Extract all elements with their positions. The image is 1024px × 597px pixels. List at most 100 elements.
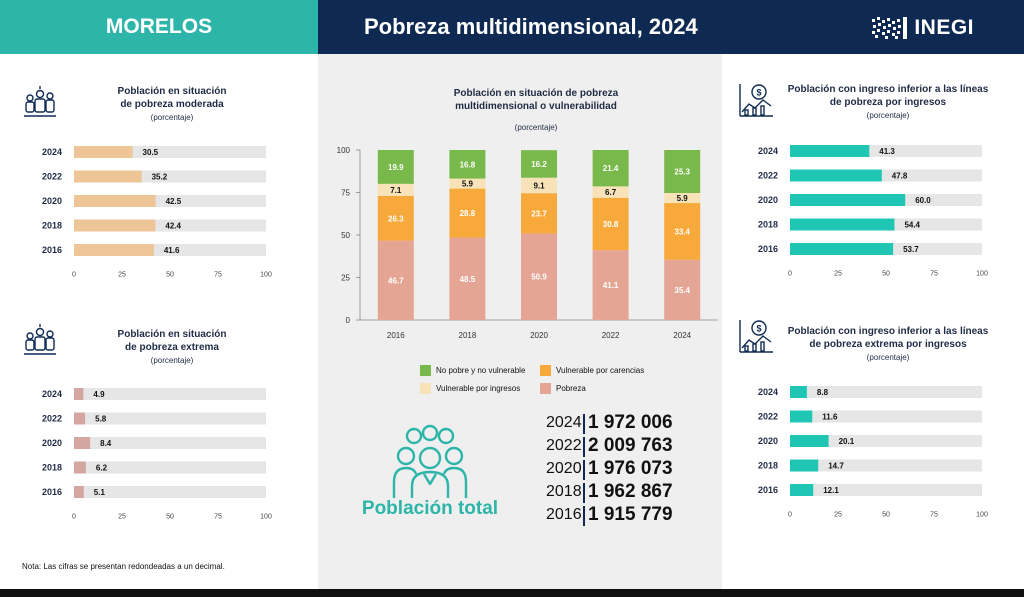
legend-item: Pobreza [540, 383, 586, 394]
bar [790, 410, 813, 423]
bar [74, 412, 86, 425]
tick-label: 25 [834, 512, 842, 519]
bar [74, 219, 156, 232]
bar [74, 244, 154, 256]
population-year: 2020 [546, 460, 582, 477]
data-label: 28.8 [460, 209, 476, 218]
legend-label: No pobre y no vulnerable [436, 366, 526, 375]
data-label: 46.7 [388, 276, 404, 285]
data-label: 60.0 [915, 196, 931, 205]
bar-segment [449, 150, 486, 179]
data-label: 30.5 [143, 148, 159, 157]
data-label: 41.3 [879, 147, 895, 156]
tick-label: 50 [166, 272, 174, 279]
data-label: 48.5 [460, 275, 476, 284]
chart-title: Población en situación de pobreza extrema [117, 329, 227, 353]
legend-swatch [420, 365, 431, 376]
divider [583, 414, 585, 434]
population-row: 2022 2 009 763 [546, 435, 706, 458]
bar [790, 145, 870, 157]
chart-subtitle: (porcentaje) [150, 113, 194, 122]
data-label: 20.1 [839, 437, 855, 446]
chart-title: Población en situación de pobreza moderad… [117, 86, 227, 110]
category-label: 2018 [42, 463, 62, 473]
chart-title: Población con ingreso inferior a las lín… [787, 326, 989, 350]
divider [583, 506, 585, 526]
bar-segment [521, 193, 557, 234]
data-label: 19.9 [388, 163, 404, 172]
tick-label: 50 [882, 512, 890, 519]
category-label: 2018 [758, 461, 778, 471]
chart-subtitle: (porcentaje) [866, 353, 910, 362]
tick-label: 75 [214, 514, 222, 521]
tick-label: 0 [72, 514, 76, 521]
tick-label: 25 [118, 514, 126, 521]
ingreso-extrema-title: Población con ingreso inferior a las lín… [780, 325, 996, 351]
bar-segment [592, 197, 629, 251]
svg-text:$: $ [756, 324, 761, 334]
tick-label: 75 [930, 512, 938, 519]
ingreso-subtitle: (porcentaje) [780, 111, 996, 120]
bar [74, 461, 86, 474]
bar-track [74, 461, 266, 474]
bar-segment [664, 193, 701, 204]
tick-label: 100 [337, 146, 351, 155]
data-label: 41.6 [164, 246, 180, 255]
population-year: 2018 [546, 483, 582, 500]
data-label: 5.9 [462, 180, 474, 189]
data-label: 26.3 [388, 214, 404, 223]
legend-label: Pobreza [556, 384, 586, 393]
data-label: 25.3 [674, 168, 690, 177]
bar-segment [521, 177, 557, 194]
income-chart-icon: $ [739, 84, 773, 117]
page-title: Pobreza multidimensional, 2024 [364, 14, 698, 39]
people-icon [24, 86, 56, 117]
data-label: 21.4 [603, 164, 619, 173]
chart-title: Población con ingreso inferior a las lín… [787, 84, 989, 108]
bar-track [74, 388, 266, 400]
moderada-title: Población en situación de pobreza moderad… [82, 85, 262, 111]
header-state-bar: MORELOS [0, 0, 318, 54]
bar-track [790, 435, 982, 447]
bar-segment [664, 203, 701, 260]
population-value: 1 972 006 [588, 412, 673, 433]
bar-track [74, 486, 266, 498]
population-value: 1 976 073 [588, 458, 673, 479]
population-row: 2016 1 915 779 [546, 504, 706, 527]
state-name: MORELOS [105, 15, 213, 38]
data-label: 4.9 [93, 390, 105, 399]
bottom-bar [0, 589, 1024, 597]
data-label: 12.1 [823, 486, 839, 495]
svg-text:$: $ [756, 88, 761, 98]
divider [583, 437, 585, 457]
bar-segment [449, 237, 486, 320]
population-year: 2024 [546, 414, 582, 431]
tick-label: 25 [341, 274, 350, 283]
data-label: 5.1 [94, 488, 106, 497]
legend-item: Vulnerable por carencias [540, 365, 644, 376]
tick-label: 50 [166, 514, 174, 521]
category-label: 2016 [758, 244, 778, 254]
income-chart-icon: $ [739, 320, 773, 353]
data-label: 11.6 [822, 413, 838, 422]
data-label: 47.8 [892, 172, 908, 181]
data-label: 35.4 [674, 286, 690, 295]
header-title-bar: Pobreza multidimensional, 2024 INEGI [318, 0, 1024, 54]
category-label: 2020 [758, 195, 778, 205]
ingreso-extrema-subtitle: (porcentaje) [780, 353, 996, 362]
moderada-subtitle: (porcentaje) [82, 113, 262, 122]
legend-item: Vulnerable por ingresos [420, 383, 520, 394]
bar-segment [664, 259, 701, 320]
bar [790, 484, 814, 496]
divider [583, 483, 585, 503]
bar [790, 386, 807, 398]
legend-swatch [540, 365, 551, 376]
population-row: 2018 1 962 867 [546, 481, 706, 504]
bar-track [790, 459, 982, 472]
bar-segment [521, 233, 557, 320]
bar [790, 194, 906, 206]
population-list: 2024 1 972 006 2022 2 009 763 2020 1 976 07… [546, 412, 706, 527]
bar-track [790, 410, 982, 423]
data-label: 5.8 [95, 415, 107, 424]
data-label: 41.1 [603, 281, 619, 290]
